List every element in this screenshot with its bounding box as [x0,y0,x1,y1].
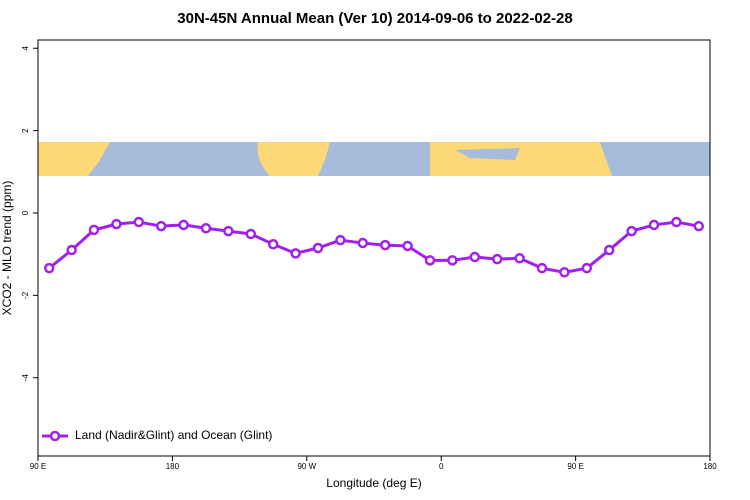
data-point [648,219,660,231]
x-tick-label: 90 E [567,462,583,471]
x-tick-label: 180 [703,462,717,471]
legend-label: Land (Nadir&Glint) and Ocean (Glint) [75,428,272,442]
data-point [626,225,637,237]
y-tick-label: -2 [21,291,30,299]
y-tick-label: 0 [21,210,30,215]
chart-title: 30N-45N Annual Mean (Ver 10) 2014-09-06 … [177,10,572,27]
data-point [402,240,413,252]
x-tick-label: 90 E [30,462,46,471]
x-tick-label: 0 [439,462,444,471]
data-point [43,262,55,274]
data-point [693,220,705,232]
data-point [424,255,436,266]
data-point [66,244,77,256]
data-point [200,222,212,234]
y-tick-label: 2 [21,128,30,133]
data-point [133,216,145,228]
data-point [155,220,167,232]
plot-frame [37,39,711,457]
data-point [379,239,391,251]
data-point [312,242,324,254]
map-band [38,142,710,176]
x-tick-label: 90 W [297,462,316,471]
legend-marker [49,430,61,442]
y-axis-label: XCO2 - MLO trend (ppm) [0,181,14,316]
data-point [88,224,100,236]
data-point [603,244,615,256]
data-point [223,225,234,237]
data-point [514,253,525,264]
data-point [245,228,257,240]
x-axis-label: Longitude (deg E) [326,476,421,490]
data-point [335,234,346,246]
x-tick-label: 180 [166,462,180,471]
data-point [536,262,548,274]
data-point [469,251,481,263]
y-tick-label: 4 [21,45,30,50]
data-point [559,267,570,278]
data-point [290,248,301,259]
data-point [357,237,369,249]
data-point [671,216,682,228]
data-point [447,255,458,266]
series-line [48,220,700,274]
y-tick-label: -4 [21,374,30,382]
data-point [491,253,503,265]
data-point [267,239,279,250]
data-point [178,219,189,231]
data-point [111,218,122,230]
data-point [581,262,593,274]
